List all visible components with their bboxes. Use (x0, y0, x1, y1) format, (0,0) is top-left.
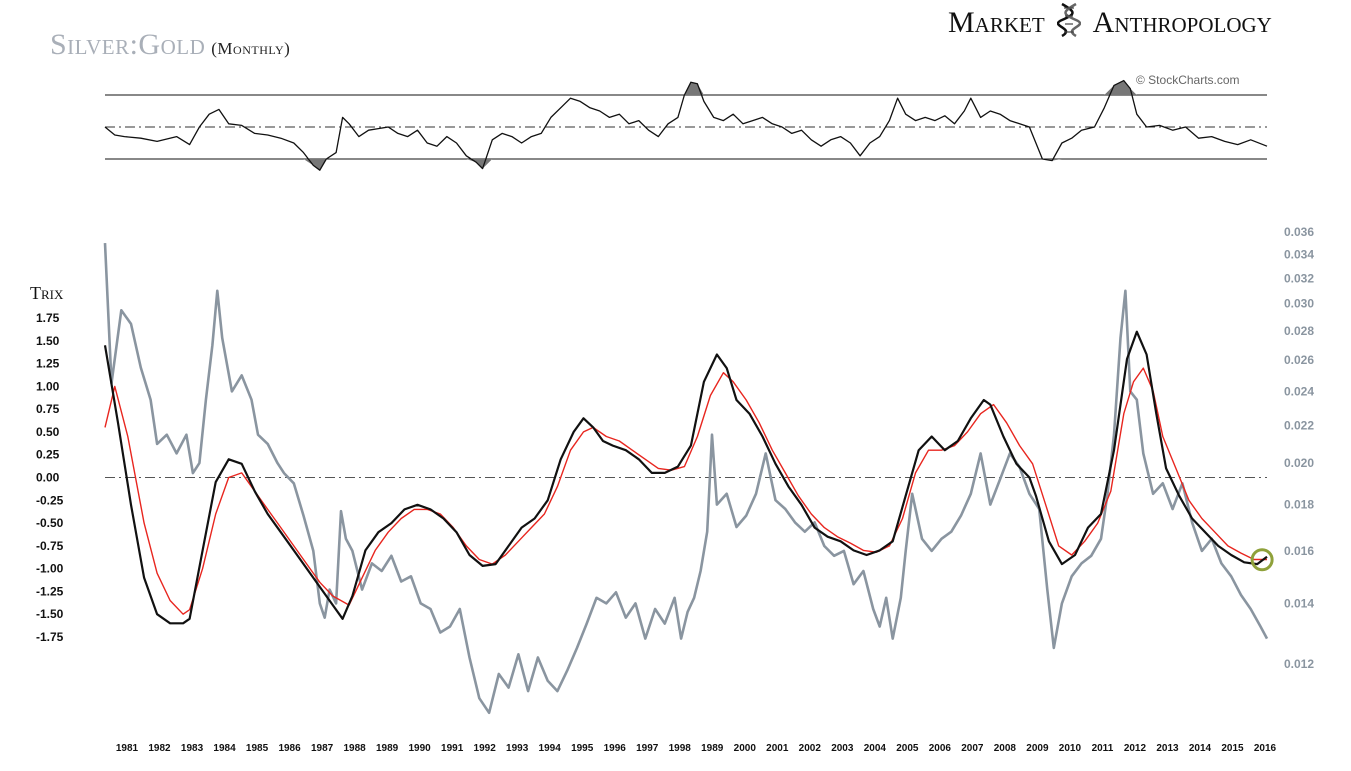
x-tick-label: 2003 (831, 743, 854, 754)
left-tick-label: -1.50 (36, 607, 64, 621)
x-tick-label: 1987 (311, 743, 334, 754)
signal-line (104, 367, 1267, 615)
left-tick-label: 1.25 (36, 357, 60, 371)
x-tick-label: 2002 (799, 743, 822, 754)
brand-logo: Market Anthropology (948, 2, 1272, 40)
x-tick-label: 1988 (343, 743, 366, 754)
stockcharts-credit: © StockCharts.com (1136, 73, 1240, 87)
dna-helix-icon (1056, 2, 1081, 38)
right-axis: 0.036 0.034 0.032 0.030 0.028 0.026 0.024 0.022… (1284, 225, 1314, 671)
x-tick-label: 1998 (669, 743, 692, 754)
left-tick-label: -1.25 (36, 584, 64, 598)
x-tick-label: 1995 (571, 743, 594, 754)
x-tick-label: 2013 (1156, 743, 1179, 754)
left-tick-label: -1.00 (36, 562, 64, 576)
left-tick-label: -0.50 (36, 516, 64, 530)
oscillator-oversold-fill (105, 159, 1267, 171)
right-tick-label: 0.026 (1284, 353, 1314, 367)
x-tick-label: 2007 (961, 743, 984, 754)
left-tick-label: -0.75 (36, 539, 64, 553)
right-tick-label: 0.014 (1284, 596, 1314, 610)
x-tick-label: 1992 (474, 743, 497, 754)
x-tick-label: 1986 (278, 743, 301, 754)
left-tick-label: -1.75 (36, 630, 64, 644)
x-tick-label: 2011 (1092, 743, 1114, 754)
x-tick-label: 2016 (1254, 743, 1277, 754)
x-axis: 1981 1982 1983 1984 1985 1986 1987 1988 1989 1990… (116, 743, 1277, 754)
oscillator-line (104, 79, 1268, 171)
ratio-line (103, 243, 1269, 715)
x-tick-label: 2004 (864, 743, 887, 754)
x-tick-label: 2010 (1059, 743, 1082, 754)
x-tick-label: 2006 (929, 743, 952, 754)
right-tick-label: 0.024 (1284, 384, 1314, 398)
right-tick-label: 0.012 (1284, 657, 1314, 671)
right-tick-label: 0.018 (1284, 498, 1314, 512)
left-tick-label: 1.75 (36, 311, 60, 325)
x-tick-label: 2014 (1189, 743, 1212, 754)
brand-left-text: Market (948, 6, 1045, 39)
x-tick-label: 2012 (1124, 743, 1147, 754)
right-tick-label: 0.022 (1284, 419, 1314, 433)
x-tick-label: 1989 (701, 743, 724, 754)
x-tick-label: 2009 (1026, 743, 1049, 754)
x-tick-label: 2015 (1221, 743, 1244, 754)
x-tick-label: 2001 (766, 743, 789, 754)
left-tick-label: 0.25 (36, 448, 60, 462)
right-tick-label: 0.028 (1284, 324, 1314, 338)
x-tick-label: 1991 (441, 743, 464, 754)
x-tick-label: 1993 (506, 743, 529, 754)
chart-title: Silver:Gold (Monthly) (50, 28, 290, 62)
x-tick-label: 1981 (116, 743, 139, 754)
left-tick-label: 1.50 (36, 334, 60, 348)
chart-subtitle: (Monthly) (211, 39, 291, 58)
x-tick-label: 1984 (213, 743, 236, 754)
x-tick-label: 1997 (636, 743, 659, 754)
x-tick-label: 2000 (734, 743, 757, 754)
x-tick-label: 1989 (376, 743, 399, 754)
right-tick-label: 0.034 (1284, 247, 1314, 261)
price-panel (103, 243, 1274, 715)
left-axis-label: Trix (30, 283, 64, 303)
highlight-circle (1250, 548, 1274, 572)
x-tick-label: 1985 (246, 743, 269, 754)
left-tick-label: 0.75 (36, 402, 60, 416)
left-tick-label: 0.50 (36, 425, 60, 439)
left-tick-label: 0.00 (36, 471, 60, 485)
right-tick-label: 0.030 (1284, 297, 1314, 311)
brand-right-text: Anthropology (1092, 6, 1272, 39)
x-tick-label: 1983 (181, 743, 204, 754)
left-tick-label: -0.25 (36, 493, 64, 507)
left-axis: 1.75 1.50 1.25 1.00 0.75 0.50 0.25 0.00 -0.25 -0.… (36, 311, 64, 644)
right-tick-label: 0.032 (1284, 271, 1314, 285)
x-tick-label: 1982 (148, 743, 171, 754)
x-tick-label: 2008 (994, 743, 1017, 754)
x-tick-label: 1994 (539, 743, 562, 754)
left-tick-label: 1.00 (36, 379, 60, 393)
chart-title-text: Silver:Gold (50, 28, 206, 61)
right-tick-label: 0.016 (1284, 544, 1314, 558)
right-tick-label: 0.036 (1284, 225, 1314, 239)
trix-line (103, 330, 1268, 625)
x-tick-label: 2005 (896, 743, 919, 754)
x-tick-label: 1990 (409, 743, 432, 754)
right-tick-label: 0.020 (1284, 456, 1314, 470)
oscillator-panel (104, 79, 1268, 171)
x-tick-label: 1996 (604, 743, 627, 754)
